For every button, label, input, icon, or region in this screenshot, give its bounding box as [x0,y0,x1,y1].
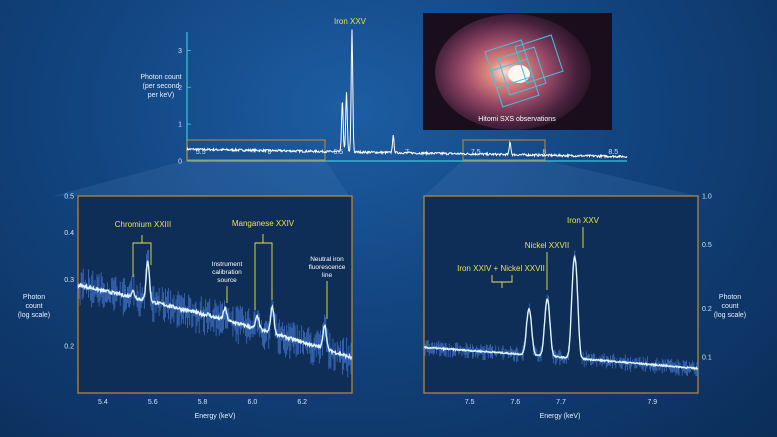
zoom-y-tick-label: 1.0 [702,194,712,201]
label-calibration-2: calibration [212,269,242,276]
zoom-left-ylabel-2: count [25,303,42,310]
sxs-field-1 [484,39,534,89]
zoom-x-tick-label: 5.8 [198,399,208,406]
overview-annotation-iron-xxv: Iron XXV [334,17,367,26]
annotation-chromium-xxiii: Chromium XXIII [115,220,171,229]
zoom-connector-right [424,160,697,196]
overview-ylabel-1: Photon count [140,74,181,81]
zoom-left-spectrum-line [77,260,353,361]
overview-ylabel-2: (per second [143,83,180,90]
sxs-field-2 [497,46,547,96]
zoom-right-ylabel-1: Photon [719,294,741,301]
zoom-right-xlabel: Energy (keV) [540,413,581,420]
annotation-iron-xxiv-nickel-xxvii: Iron XXIV + Nickel XXVII [457,264,545,273]
inset-image: Hitomi SXS observations [423,13,612,130]
overview-zoom-box-right [462,139,546,161]
annotation-manganese-xxiv: Manganese XXIV [232,219,295,228]
overview-x-tick-label: 6.5 [333,149,343,156]
overview-y-tick-label: 3 [178,48,182,55]
zoom-x-tick-label: 6.0 [247,399,257,406]
zoom-x-tick-label: 6.2 [297,399,307,406]
label-iron-fluor-2: fluorescence [309,264,346,271]
zoom-x-tick-label: 7.5 [465,399,475,406]
zoom-right-ylabel-3: (log scale) [714,312,746,319]
label-calibration-1: Instrument [212,261,243,268]
zoom-y-tick-label: 0.3 [64,277,74,284]
zoom-panel-right: 1.0 0.5 0.2 0.1 7.5 7.6 7.7 7.9 Energy (keV) P… [423,194,746,420]
zoom-right-ylabel-2: count [721,303,738,310]
overview-x-tick-label: 5.5 [196,149,206,156]
zoom-x-tick-label: 5.4 [98,399,108,406]
annotation-iron-xxv: Iron XXV [567,216,600,225]
zoom-y-tick-label: 0.1 [702,355,712,362]
zoom-x-tick-label: 7.7 [556,399,566,406]
bracket-iron-nickel [491,275,513,288]
zoom-y-tick-label: 0.5 [64,194,74,201]
zoom-right-spectrum-line [423,254,698,371]
zoom-panel-left: 0.5 0.4 0.3 0.2 5.4 5.6 5.8 6.0 6.2 Energy (keV… [18,194,353,420]
zoom-connector-left [53,160,349,196]
overview-x-tick-label: 8.5 [608,149,618,156]
label-iron-fluor-3: line [322,272,333,279]
zoom-y-tick-label: 0.2 [702,306,712,313]
zoom-x-tick-label: 5.6 [148,399,158,406]
overview-y-tick-label: 2 [178,85,182,92]
overview-y-tick-label: 1 [178,122,182,129]
sxs-field-4 [514,34,564,84]
bracket-chromium [132,235,152,277]
zoom-left-xlabel: Energy (keV) [195,413,236,420]
zoom-y-tick-label: 0.5 [702,242,712,249]
zoom-left-ylabel-3: (log scale) [18,312,50,319]
sxs-field-3 [490,58,540,108]
zoom-y-tick-label: 0.4 [64,230,74,237]
overview-x-tick-label: 6 [268,149,272,156]
inset-caption: Hitomi SXS observations [478,116,556,123]
label-calibration-3: source [217,277,237,284]
zoom-left-ylabel-1: Photon [23,294,45,301]
overview-spectrum-line [186,29,628,160]
bracket-manganese [254,234,273,310]
zoom-y-tick-label: 0.2 [64,343,74,350]
zoom-x-tick-label: 7.9 [647,399,657,406]
annotation-nickel-xxvii: Nickel XXVII [525,241,569,250]
label-iron-fluor-1: Neutral iron [310,256,344,263]
zoom-x-tick-label: 7.6 [510,399,520,406]
overview-y-tick-label: 0 [178,159,182,166]
overview-ylabel-3: per keV) [148,92,174,99]
